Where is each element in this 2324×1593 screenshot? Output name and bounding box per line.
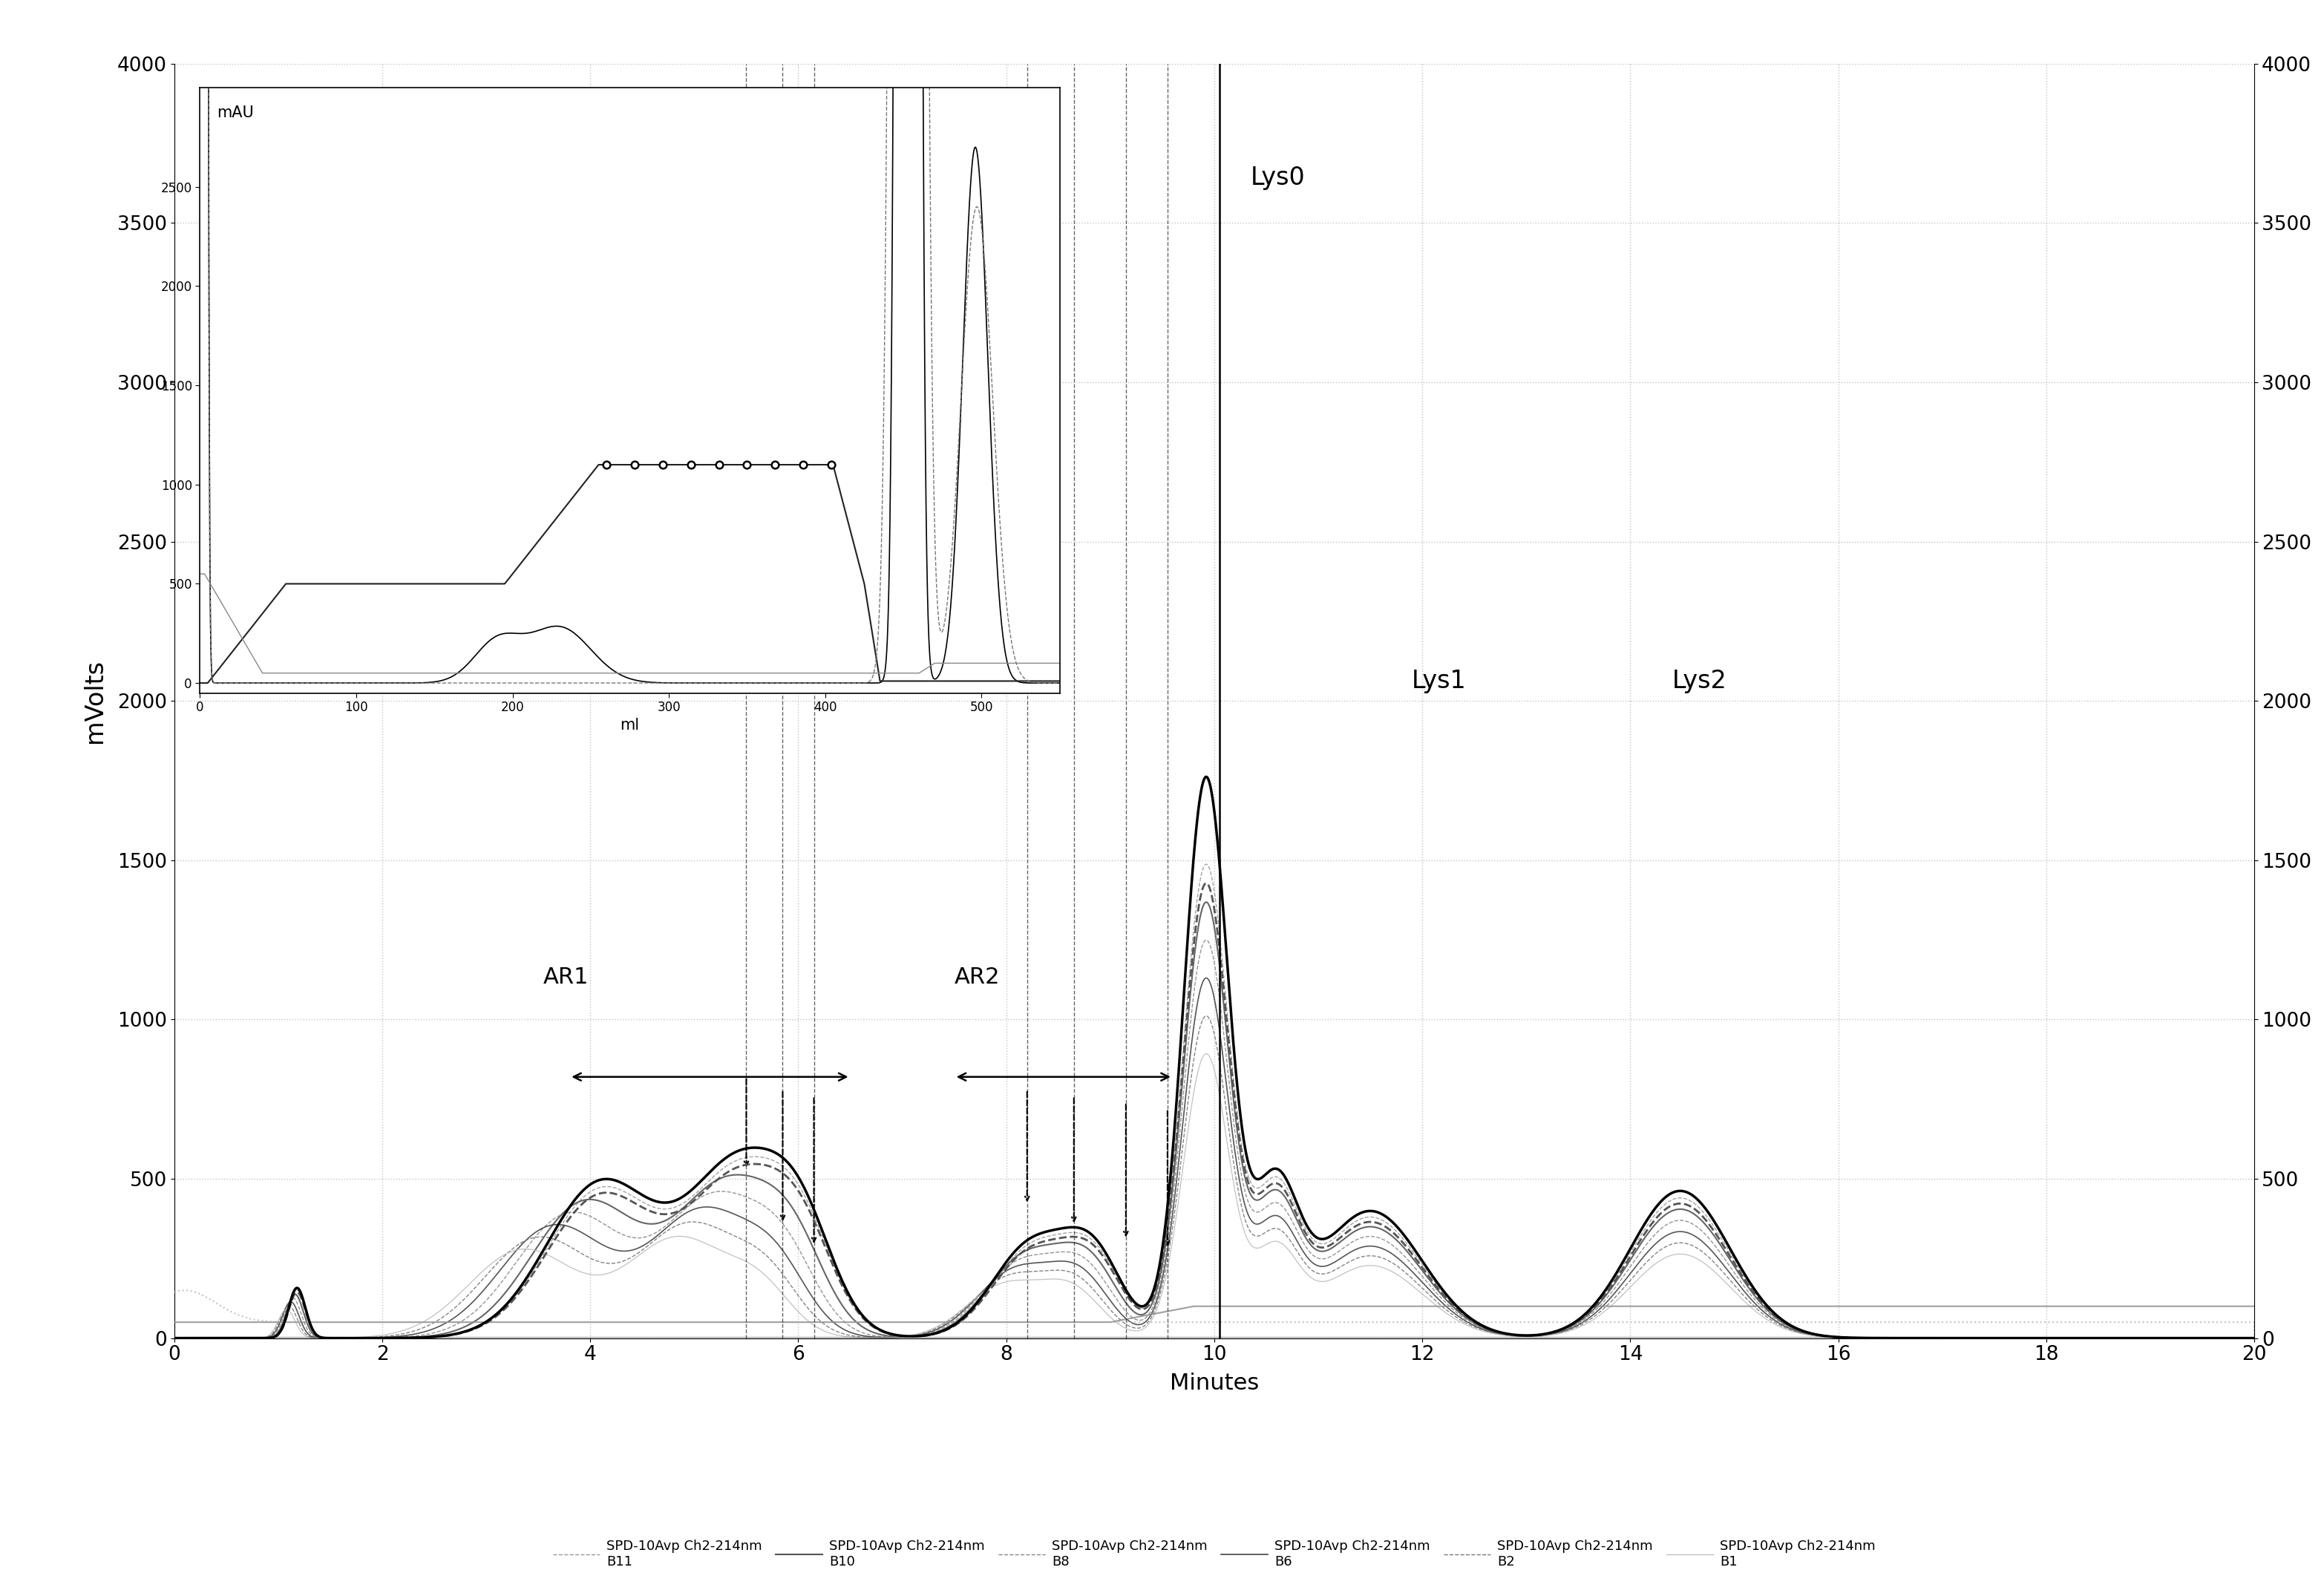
Text: mAU: mAU <box>216 105 253 121</box>
Text: AR1: AR1 <box>544 965 590 988</box>
Text: Lys2: Lys2 <box>1671 669 1727 693</box>
Text: AR2: AR2 <box>955 965 999 988</box>
X-axis label: ml: ml <box>621 718 639 733</box>
Y-axis label: mVolts: mVolts <box>84 660 107 742</box>
Text: Lys0: Lys0 <box>1250 166 1306 190</box>
X-axis label: Minutes: Minutes <box>1169 1373 1260 1394</box>
Text: Lys1: Lys1 <box>1413 669 1466 693</box>
